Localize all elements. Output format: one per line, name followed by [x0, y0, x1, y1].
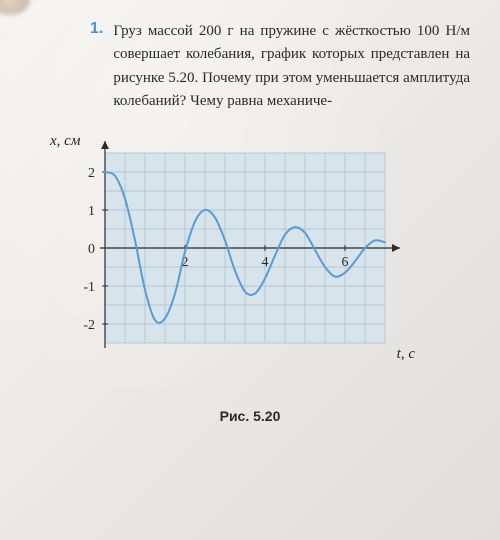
- svg-text:6: 6: [342, 255, 349, 270]
- page-container: 1. Груз массой 200 г на пружине с жёстко…: [0, 0, 500, 540]
- problem-text: Груз массой 200 г на пружине с жёсткость…: [113, 20, 470, 113]
- svg-text:4: 4: [262, 255, 269, 270]
- problem-block: 1. Груз массой 200 г на пружине с жёстко…: [30, 20, 470, 113]
- oscillation-chart: -2-1012246: [50, 133, 410, 373]
- y-axis-label: x, см: [50, 133, 80, 150]
- figure-caption: Рис. 5.20: [30, 408, 470, 424]
- chart-container: x, см -2-1012246 t, с: [50, 133, 410, 393]
- x-axis-label: t, с: [397, 346, 415, 363]
- svg-text:2: 2: [88, 166, 95, 181]
- problem-number: 1.: [90, 20, 103, 38]
- svg-text:-2: -2: [83, 318, 95, 333]
- svg-text:-1: -1: [83, 280, 95, 295]
- svg-text:0: 0: [88, 242, 95, 257]
- svg-text:1: 1: [88, 204, 95, 219]
- avatar-blur: [0, 0, 30, 15]
